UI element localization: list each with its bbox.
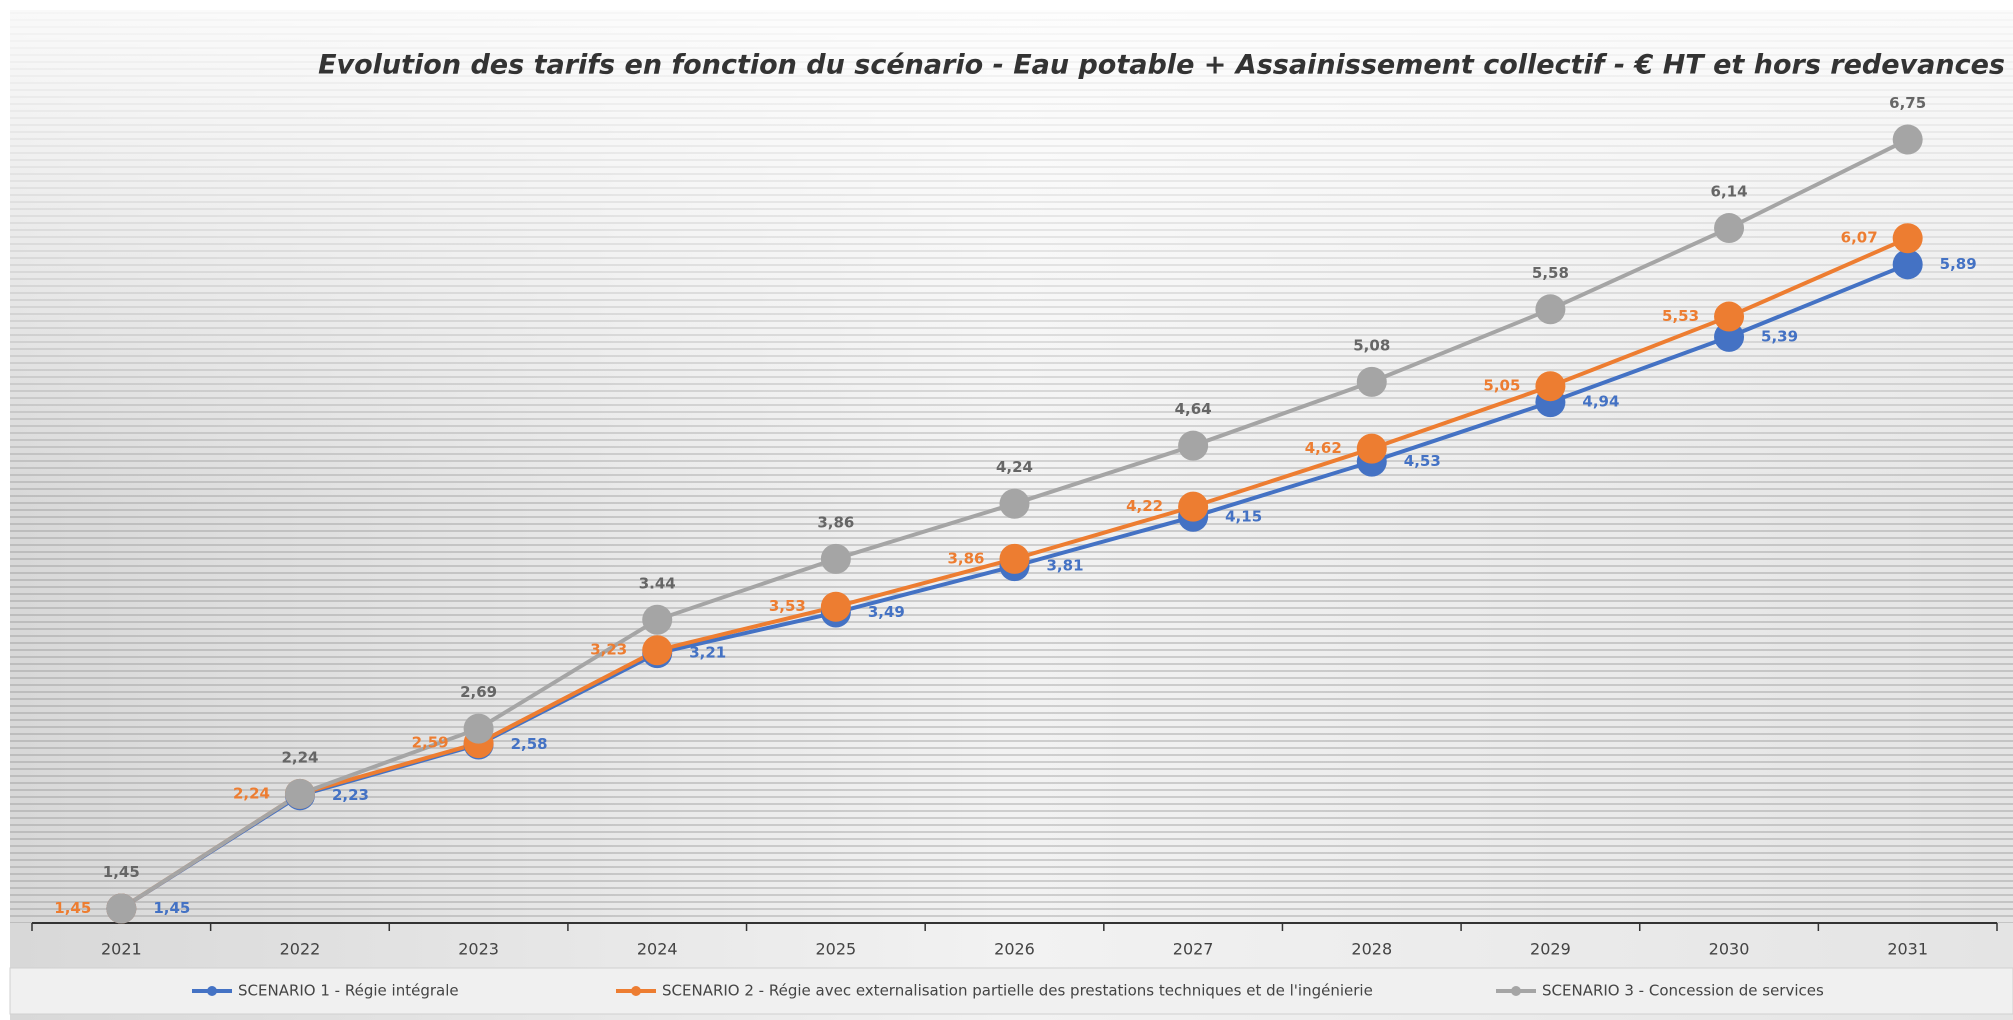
marker xyxy=(1714,301,1745,332)
data-label: 4,22 xyxy=(1126,497,1163,515)
marker xyxy=(284,778,315,809)
marker xyxy=(1892,249,1923,280)
data-label: 4,15 xyxy=(1225,507,1262,525)
data-label: 6,75 xyxy=(1889,94,1926,112)
marker xyxy=(999,488,1030,519)
legend-marker xyxy=(207,986,217,996)
data-label: 3,81 xyxy=(1047,557,1084,575)
x-tick-label: 2027 xyxy=(1173,940,1214,959)
marker xyxy=(1178,491,1209,522)
x-tick-label: 2031 xyxy=(1887,940,1928,959)
x-tick-label: 2028 xyxy=(1351,940,1392,959)
legend-box xyxy=(9,967,2013,1015)
marker xyxy=(1356,433,1387,464)
x-tick-label: 2026 xyxy=(994,940,1035,959)
data-label: 3,23 xyxy=(590,641,627,659)
data-label: 3,21 xyxy=(689,644,726,662)
marker xyxy=(1356,366,1387,397)
x-tick-label: 2030 xyxy=(1709,940,1750,959)
data-label: 4,53 xyxy=(1404,452,1441,470)
data-label: 4,94 xyxy=(1582,393,1619,411)
marker xyxy=(1535,371,1566,402)
data-label: 2,24 xyxy=(281,748,318,766)
x-tick-label: 2022 xyxy=(280,940,321,959)
x-tick-label: 2024 xyxy=(637,940,678,959)
marker xyxy=(642,635,673,666)
legend-marker xyxy=(631,986,641,996)
x-tick-label: 2029 xyxy=(1530,940,1571,959)
marker xyxy=(1714,213,1745,244)
marker xyxy=(820,543,851,574)
data-label: 1,45 xyxy=(103,863,140,881)
data-label: 2,23 xyxy=(332,786,369,804)
marker xyxy=(1178,430,1209,461)
data-label: 2,69 xyxy=(460,683,497,701)
marker xyxy=(642,604,673,635)
data-label: 6,07 xyxy=(1841,229,1878,247)
legend-marker xyxy=(1511,986,1521,996)
data-label: 3,86 xyxy=(817,513,854,531)
chart-title: Evolution des tarifs en fonction du scén… xyxy=(318,50,2005,81)
data-label: 2,59 xyxy=(412,734,449,752)
marker xyxy=(1535,294,1566,325)
data-label: 1,45 xyxy=(153,899,190,917)
marker xyxy=(1892,223,1923,254)
data-label: 3,53 xyxy=(769,597,806,615)
legend-label: SCENARIO 2 - Régie avec externalisation … xyxy=(662,982,1373,1000)
marker xyxy=(820,591,851,622)
marker xyxy=(106,893,137,924)
data-label: 5,89 xyxy=(1940,255,1977,273)
data-label: 5,58 xyxy=(1532,264,1569,282)
data-label: 3,86 xyxy=(947,549,984,567)
x-tick-label: 2023 xyxy=(458,940,499,959)
x-tick-label: 2021 xyxy=(101,940,142,959)
data-label: 6,14 xyxy=(1711,183,1748,201)
data-label: 4,62 xyxy=(1305,439,1342,457)
data-label: 5,08 xyxy=(1353,336,1390,354)
data-label: 3,49 xyxy=(868,603,905,621)
data-label: 5,05 xyxy=(1483,377,1520,395)
data-label: 2,24 xyxy=(233,784,270,802)
legend-label: SCENARIO 1 - Régie intégrale xyxy=(238,982,459,1000)
marker xyxy=(999,543,1030,574)
marker xyxy=(1892,124,1923,155)
legend-label: SCENARIO 3 - Concession de services xyxy=(1542,982,1824,1000)
data-label: 4,24 xyxy=(996,458,1033,476)
background-fade xyxy=(10,10,2013,510)
data-label: 5,39 xyxy=(1761,327,1798,345)
data-label: 3.44 xyxy=(639,574,676,592)
data-label: 4,64 xyxy=(1175,400,1212,418)
marker xyxy=(463,713,494,744)
x-tick-label: 2025 xyxy=(816,940,857,959)
data-label: 5,53 xyxy=(1662,307,1699,325)
data-label: 2,58 xyxy=(511,735,548,753)
data-label: 1,45 xyxy=(54,899,91,917)
